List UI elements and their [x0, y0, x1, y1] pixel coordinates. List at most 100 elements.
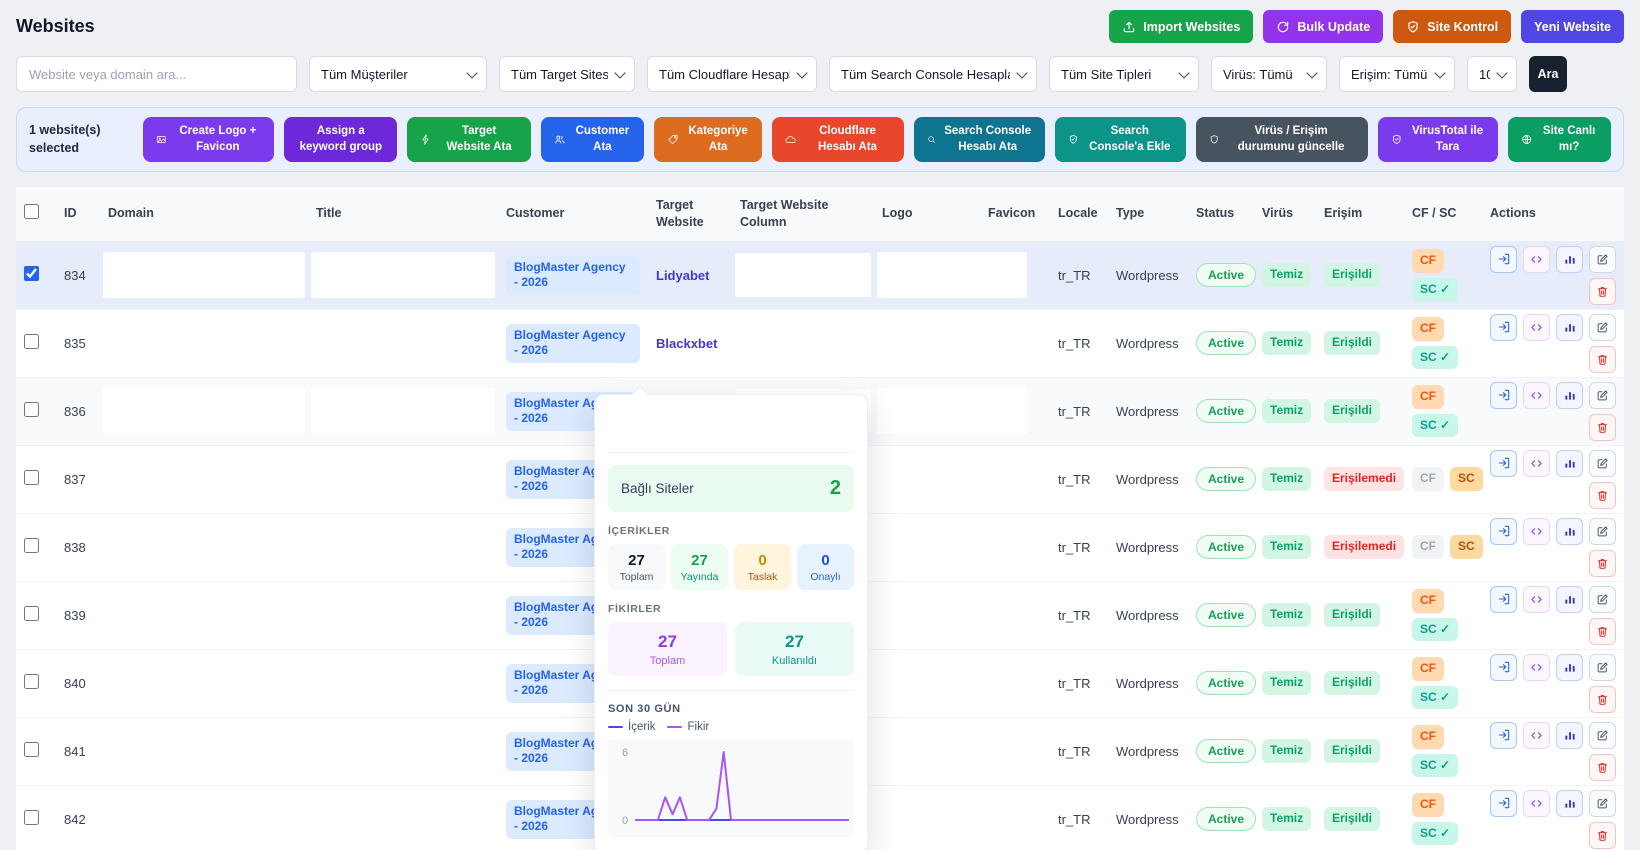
open-site-button[interactable] — [1490, 789, 1517, 817]
open-site-button[interactable] — [1490, 585, 1517, 613]
target-website-link[interactable]: Lidyabet — [656, 267, 710, 283]
delete-button[interactable] — [1589, 617, 1616, 645]
cloudflare-badge: CF — [1412, 249, 1444, 273]
bulk-search-console-ekle-button[interactable]: Search Console'a Ekle — [1054, 117, 1187, 162]
code-button[interactable] — [1523, 789, 1550, 817]
bulk-update-button[interactable]: Bulk Update — [1263, 10, 1384, 43]
bulk-virustotal-tara-button[interactable]: VirusTotal ile Tara — [1377, 117, 1498, 162]
open-site-button[interactable] — [1490, 517, 1517, 545]
open-site-button[interactable] — [1490, 313, 1517, 341]
code-button[interactable] — [1523, 585, 1550, 613]
bulk-search-console-hesabi-ata-button[interactable]: Search Console Hesabı Ata — [913, 117, 1045, 162]
selection-count: 1 website(s) selected — [29, 123, 101, 155]
bulk-assign-keyword-group-button[interactable]: Assign a keyword group — [284, 117, 398, 162]
stat-toplam: 27 Toplam — [608, 622, 727, 676]
filter-select-access-control[interactable]: Erişim: Tümü — [1339, 56, 1455, 92]
edit-button[interactable] — [1589, 517, 1616, 545]
row-id: 841 — [64, 743, 86, 759]
edit-button[interactable] — [1589, 585, 1616, 613]
code-button[interactable] — [1523, 449, 1550, 477]
open-site-button[interactable] — [1490, 653, 1517, 681]
open-site-button[interactable] — [1490, 381, 1517, 409]
code-button[interactable] — [1523, 313, 1550, 341]
row-checkbox[interactable] — [24, 334, 39, 350]
delete-button[interactable] — [1589, 345, 1616, 373]
delete-button[interactable] — [1589, 413, 1616, 441]
bulk-site-canli-mi-button[interactable]: Site Canlı mı? — [1507, 117, 1612, 162]
edit-button[interactable] — [1589, 449, 1616, 477]
cloudflare-badge: CF — [1412, 793, 1444, 817]
edit-icon — [1597, 254, 1608, 265]
code-button[interactable] — [1523, 721, 1550, 749]
row-checkbox[interactable] — [24, 810, 39, 826]
open-site-button[interactable] — [1490, 449, 1517, 477]
stat-toplam: 27 Toplam — [608, 544, 665, 590]
row-checkbox[interactable] — [24, 538, 39, 554]
delete-button[interactable] — [1589, 753, 1616, 781]
edit-button[interactable] — [1589, 245, 1616, 273]
col-vir-s: Virüs — [1254, 187, 1316, 242]
edit-button[interactable] — [1589, 721, 1616, 749]
edit-button[interactable] — [1589, 653, 1616, 681]
delete-button[interactable] — [1589, 549, 1616, 577]
stats-button[interactable] — [1556, 381, 1583, 409]
filter-select-cloudflare-accounts-control[interactable]: Tüm Cloudflare Hesapları — [647, 56, 817, 92]
code-button[interactable] — [1523, 517, 1550, 545]
virus-badge: Temiz — [1262, 263, 1312, 288]
bulk-create-logo-favicon-button[interactable]: Create Logo + Favicon — [143, 117, 275, 162]
bulk-target-website-ata-button[interactable]: Target Website Ata — [407, 117, 532, 162]
bulk-kategoriye-ata-button[interactable]: Kategoriye Ata — [654, 117, 763, 162]
stat-label: Kullanıldı — [771, 655, 818, 667]
filter-select-customers-control[interactable]: Tüm Müşteriler — [309, 56, 487, 92]
delete-button[interactable] — [1589, 277, 1616, 305]
customer-badge[interactable]: BlogMaster Agency - 2026 — [506, 255, 640, 295]
filter-select-page-size-control[interactable]: 10 — [1467, 56, 1517, 92]
delete-button[interactable] — [1589, 685, 1616, 713]
bar-chart-icon — [1564, 324, 1575, 332]
row-checkbox[interactable] — [24, 606, 39, 622]
row-checkbox[interactable] — [24, 470, 39, 486]
stats-button[interactable] — [1556, 449, 1583, 477]
stats-button[interactable] — [1556, 585, 1583, 613]
row-checkbox[interactable] — [24, 742, 39, 758]
bulk-customer-ata-button[interactable]: Customer Ata — [541, 117, 645, 162]
customer-badge[interactable]: BlogMaster Agency - 2026 — [506, 323, 640, 363]
stats-button[interactable] — [1556, 721, 1583, 749]
row-id: 834 — [64, 267, 86, 283]
delete-button[interactable] — [1589, 821, 1616, 849]
edit-button[interactable] — [1589, 313, 1616, 341]
stats-button[interactable] — [1556, 313, 1583, 341]
code-button[interactable] — [1523, 245, 1550, 273]
cloudflare-badge: CF — [1412, 725, 1444, 749]
cf-sc-cell: CF SC ✓ — [1412, 317, 1474, 370]
stats-button[interactable] — [1556, 245, 1583, 273]
code-button[interactable] — [1523, 381, 1550, 409]
stats-button[interactable] — [1556, 517, 1583, 545]
stats-button[interactable] — [1556, 653, 1583, 681]
filter-select-target-sites-control[interactable]: Tüm Target Sites — [499, 56, 635, 92]
delete-button[interactable] — [1589, 481, 1616, 509]
row-checkbox[interactable] — [24, 266, 39, 282]
bulk-cloudflare-hesabi-ata-button[interactable]: Cloudflare Hesabı Ata — [772, 117, 904, 162]
code-button[interactable] — [1523, 653, 1550, 681]
filter-select-site-types-control[interactable]: Tüm Site Tipleri — [1049, 56, 1199, 92]
import-websites-button[interactable]: Import Websites — [1109, 10, 1254, 43]
open-site-button[interactable] — [1490, 721, 1517, 749]
stats-button[interactable] — [1556, 789, 1583, 817]
edit-button[interactable] — [1589, 789, 1616, 817]
filter-select-virus-control[interactable]: Virüs: Tümü — [1211, 56, 1327, 92]
site-kontrol-button[interactable]: Site Kontrol — [1393, 10, 1512, 43]
edit-button[interactable] — [1589, 381, 1616, 409]
row-actions — [1490, 381, 1616, 441]
bulk-virus-erisim-guncelle-button[interactable]: Virüs / Erişim durumunu güncelle — [1196, 117, 1368, 162]
row-checkbox[interactable] — [24, 674, 39, 690]
open-site-button[interactable] — [1490, 245, 1517, 273]
search-input[interactable] — [16, 56, 297, 92]
row-checkbox[interactable] — [24, 402, 39, 418]
search-submit-button[interactable]: Ara — [1529, 56, 1567, 92]
target-website-link[interactable]: Blackxbet — [656, 335, 718, 351]
select-all-checkbox[interactable] — [24, 203, 39, 219]
yeni-website-button[interactable]: Yeni Website — [1521, 10, 1624, 43]
row-id: 840 — [64, 675, 86, 691]
filter-select-search-console-accounts-control[interactable]: Tüm Search Console Hesapları — [829, 56, 1037, 92]
